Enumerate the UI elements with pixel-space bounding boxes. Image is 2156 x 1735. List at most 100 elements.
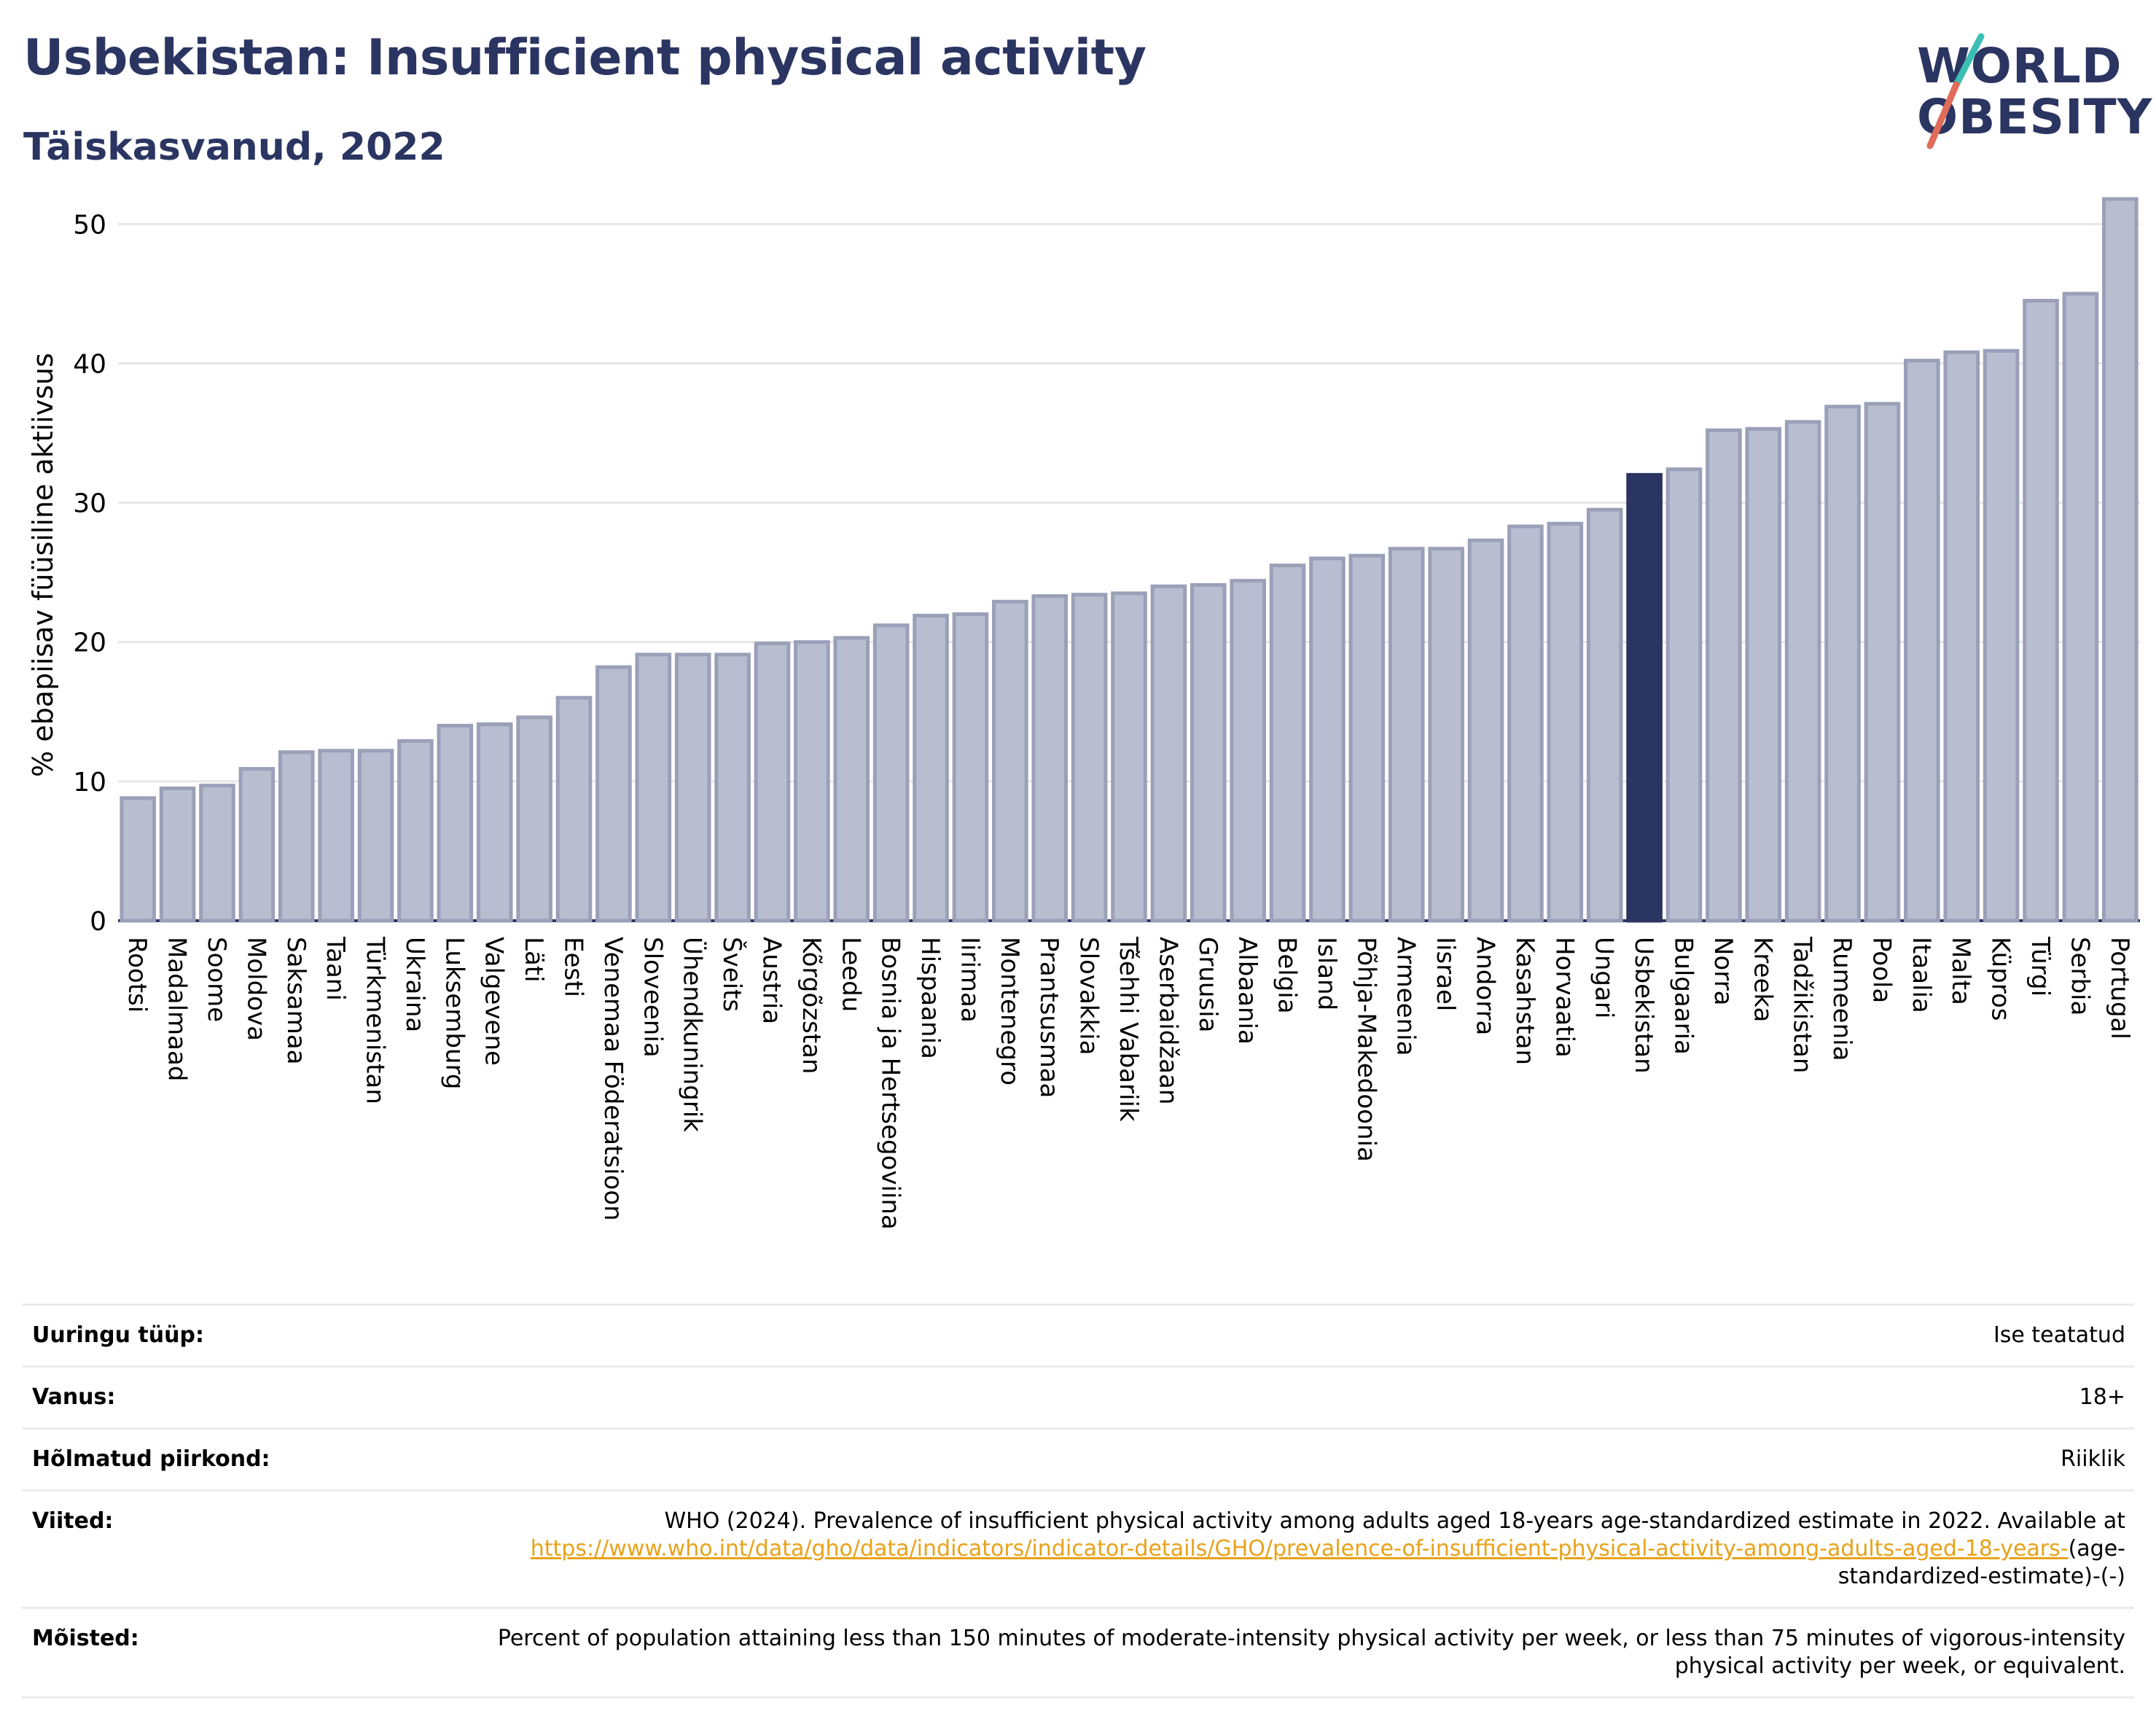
bar xyxy=(1230,579,1266,923)
x-tick-label: Venemaa Föderatsioon xyxy=(598,937,628,1221)
y-tick-label: 40 xyxy=(73,349,106,379)
x-tick-label: Moldova xyxy=(241,937,270,1041)
info-value: Riiklik xyxy=(2061,1446,2125,1472)
info-row-references: Viited: WHO (2024). Prevalence of insuff… xyxy=(22,1489,2134,1607)
info-key: Mõisted: xyxy=(32,1626,139,1651)
x-tick-label: Gruusia xyxy=(1193,937,1222,1032)
x-tick-label: Aserbaidžaan xyxy=(1153,937,1182,1104)
x-tick-label: Küpros xyxy=(1986,937,2015,1021)
info-key: Vanus: xyxy=(32,1384,116,1410)
reference-text: WHO (2024). Prevalence of insufficient p… xyxy=(664,1508,2125,1534)
bar xyxy=(2062,292,2099,923)
bar-highlight xyxy=(1626,472,1663,923)
x-tick-label: Ungari xyxy=(1590,937,1619,1018)
x-tick-label: Bulgaaria xyxy=(1668,937,1698,1055)
bar xyxy=(1507,524,1544,923)
reference-suffix: (age-standardized-estimate)-(-) xyxy=(1837,1536,2125,1589)
x-tick-label: Kreeka xyxy=(1748,937,1777,1022)
bar xyxy=(595,665,632,923)
bar xyxy=(635,652,672,923)
x-tick-label: Saksamaa xyxy=(281,937,310,1064)
bar xyxy=(1388,547,1425,923)
x-tick-label: Usbekistan xyxy=(1629,937,1658,1074)
bar xyxy=(1428,547,1464,923)
info-value: Ise teatatud xyxy=(1993,1322,2125,1348)
bar xyxy=(1348,553,1386,923)
bar xyxy=(1983,348,2020,923)
bar xyxy=(199,784,235,923)
x-tick-label: Ukraina xyxy=(400,937,429,1032)
x-tick-label: Norra xyxy=(1708,937,1738,1005)
x-tick-label: Malta xyxy=(1946,937,1975,1005)
info-row-age: Vanus: 18+ xyxy=(22,1365,2134,1427)
logo-line-2: OBESITY xyxy=(1917,89,2153,145)
x-tick-label: Albaania xyxy=(1233,937,1262,1045)
x-tick-label: Iisrael xyxy=(1431,937,1460,1011)
bar xyxy=(2023,298,2059,923)
bar-chart: 0 10 20 30 40 50 Rootsi Madalmaad Soome Moldova S… xyxy=(27,197,2140,1230)
x-tick-label: Rumeenia xyxy=(1827,937,1856,1061)
x-axis-ticks: Rootsi Madalmaad Soome Moldova Saksamaa Taani… xyxy=(122,936,2134,1230)
x-tick-label: Slovakkia xyxy=(1074,937,1104,1055)
bar xyxy=(437,723,474,923)
x-tick-label: Eesti xyxy=(559,937,588,997)
bar xyxy=(120,796,156,923)
info-key: Hõlmatud piirkond: xyxy=(32,1446,270,1472)
bar xyxy=(1309,556,1345,923)
bar xyxy=(476,722,513,923)
bar xyxy=(555,695,593,923)
bar xyxy=(992,599,1028,923)
page-subtitle: Täiskasvanud, 2022 xyxy=(23,125,445,169)
info-key: Uuringu tüüp: xyxy=(32,1322,204,1348)
x-tick-label: Andorra xyxy=(1471,937,1500,1035)
x-tick-label: Montenegro xyxy=(995,937,1024,1085)
x-tick-label: Austria xyxy=(757,937,786,1024)
bar xyxy=(1864,402,1901,923)
x-tick-label: Sloveenia xyxy=(638,937,667,1058)
x-tick-label: Tšehhi Vabariik xyxy=(1114,936,1143,1122)
bar xyxy=(238,767,276,923)
bar xyxy=(1665,467,1703,923)
bar xyxy=(1071,593,1108,923)
bar xyxy=(2102,197,2139,923)
bar xyxy=(754,642,791,923)
bar xyxy=(714,652,751,923)
x-tick-label: Valgevene xyxy=(480,937,509,1066)
y-axis-ticks: 0 10 20 30 40 50 xyxy=(73,210,106,937)
x-tick-label: Island xyxy=(1312,937,1341,1010)
x-tick-label: Armeenia xyxy=(1391,937,1421,1056)
bar xyxy=(1031,594,1069,923)
y-tick-label: 20 xyxy=(73,628,106,658)
x-tick-label: Belgia xyxy=(1273,937,1302,1014)
info-row-survey: Uuringu tüüp: Ise teatatud xyxy=(22,1303,2134,1365)
x-tick-label: Serbia xyxy=(2065,937,2094,1015)
bar xyxy=(1904,359,1940,923)
bar xyxy=(872,623,910,923)
bar xyxy=(1467,538,1504,923)
x-tick-label: Kõrgõzstan xyxy=(797,937,826,1074)
info-row-coverage: Hõlmatud piirkond: Riiklik xyxy=(22,1427,2134,1489)
x-tick-label: Türgi xyxy=(2026,936,2055,997)
x-tick-label: Iirimaa xyxy=(955,937,984,1023)
x-tick-label: Kasahstan xyxy=(1510,937,1539,1065)
info-row-definitions: Mõisted: Percent of population attaining… xyxy=(22,1607,2134,1699)
x-tick-label: Läti xyxy=(519,937,548,983)
bar xyxy=(1784,420,1821,923)
x-tick-label: Hispaania xyxy=(915,937,945,1059)
y-tick-label: 50 xyxy=(73,210,106,240)
bar xyxy=(952,612,989,923)
y-tick-label: 0 xyxy=(90,907,106,937)
x-tick-label: Šveits xyxy=(717,937,747,1012)
bar xyxy=(1706,428,1742,923)
info-value: Percent of population attaining less tha… xyxy=(497,1626,2125,1679)
info-key: Viited: xyxy=(32,1508,114,1534)
reference-link[interactable]: https://www.who.int/data/gho/data/indica… xyxy=(530,1536,2069,1562)
x-tick-label: Luksemburg xyxy=(440,937,469,1089)
bar xyxy=(1547,521,1584,923)
logo-line-1: WORLD xyxy=(1917,38,2122,94)
logo-slash-icon xyxy=(1926,33,1985,149)
y-tick-label: 10 xyxy=(73,768,106,798)
x-tick-label: Madalmaad xyxy=(163,937,192,1081)
bar xyxy=(1150,584,1187,923)
x-tick-label: Tadžikistan xyxy=(1788,936,1817,1073)
